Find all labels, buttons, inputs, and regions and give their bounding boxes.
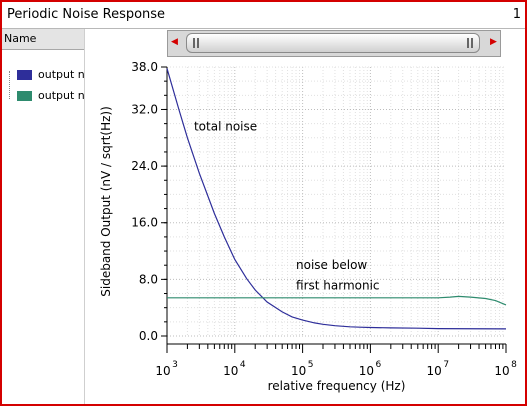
y-axis-label: Sideband Output (nV / sqrt(Hz)) — [99, 106, 113, 297]
x-tick-label: 10 — [223, 364, 238, 378]
y-tick-label: 32.0 — [131, 102, 158, 116]
legend-swatch-series-2 — [17, 91, 32, 101]
grip-icon — [471, 38, 473, 48]
grip-icon — [197, 38, 199, 48]
x-tick-label-exponent: 5 — [308, 360, 314, 370]
scroll-right-arrow-icon[interactable]: ▶ — [490, 37, 497, 47]
plot-background — [167, 67, 506, 336]
series-line-2 — [167, 295, 507, 306]
y-tick-label: 24.0 — [131, 159, 158, 173]
annotation-label-2: noise below — [296, 258, 367, 272]
legend-label-series-1: output n — [38, 68, 85, 81]
x-tick-label-exponent: 7 — [443, 360, 449, 370]
legend-item-series-2[interactable]: output n — [2, 88, 84, 104]
x-tick-label: 10 — [155, 364, 170, 378]
legend-item-series-1[interactable]: output n — [2, 67, 84, 83]
page-number: 1 — [512, 7, 521, 22]
axes — [161, 66, 507, 353]
scroll-left-arrow-icon[interactable]: ◀ — [171, 37, 178, 47]
x-tick-label: 10 — [494, 364, 509, 378]
annotation-label-1: total noise — [194, 120, 257, 134]
x-tick-label: 10 — [427, 364, 442, 378]
series-layer — [166, 68, 507, 330]
legend-tree-line — [9, 71, 11, 99]
title-bar: Periodic Noise Response 1 — [2, 2, 525, 29]
legend-header[interactable]: Name — [2, 29, 84, 50]
series-line-1 — [166, 68, 507, 330]
chart-area: 0.08.016.024.032.038.010 3 10 4 10 5 10 6 10 7 10 8… — [99, 60, 517, 393]
grid-lines — [166, 66, 506, 337]
grip-icon — [193, 38, 195, 48]
legend-panel: Name output n output n — [2, 29, 85, 404]
y-tick-label: 8.0 — [139, 272, 158, 286]
horizontal-scrollbar[interactable]: ◀ ▶ — [167, 30, 501, 57]
x-tick-label: 10 — [359, 364, 374, 378]
x-tick-label: 10 — [291, 364, 306, 378]
x-tick-label-exponent: 8 — [511, 360, 517, 370]
window-title: Periodic Noise Response — [7, 7, 166, 22]
x-axis-label: relative frequency (Hz) — [268, 379, 406, 393]
y-tick-label: 38.0 — [131, 60, 158, 74]
legend-header-label: Name — [4, 32, 37, 45]
x-tick-label-exponent: 6 — [376, 360, 382, 370]
x-tick-label-exponent: 3 — [172, 360, 178, 370]
grip-icon — [467, 38, 469, 48]
annotation-label-3: first harmonic — [296, 278, 380, 292]
legend-label-series-2: output n — [38, 89, 85, 102]
y-tick-label: 16.0 — [131, 216, 158, 230]
x-tick-label-exponent: 4 — [240, 360, 246, 370]
chart-labels: 0.08.016.024.032.038.010 3 10 4 10 5 10 6 10 7 10 8… — [99, 60, 517, 393]
legend-swatch-series-1 — [17, 70, 32, 80]
scroll-thumb[interactable] — [186, 33, 480, 53]
y-tick-label: 0.0 — [139, 329, 158, 343]
